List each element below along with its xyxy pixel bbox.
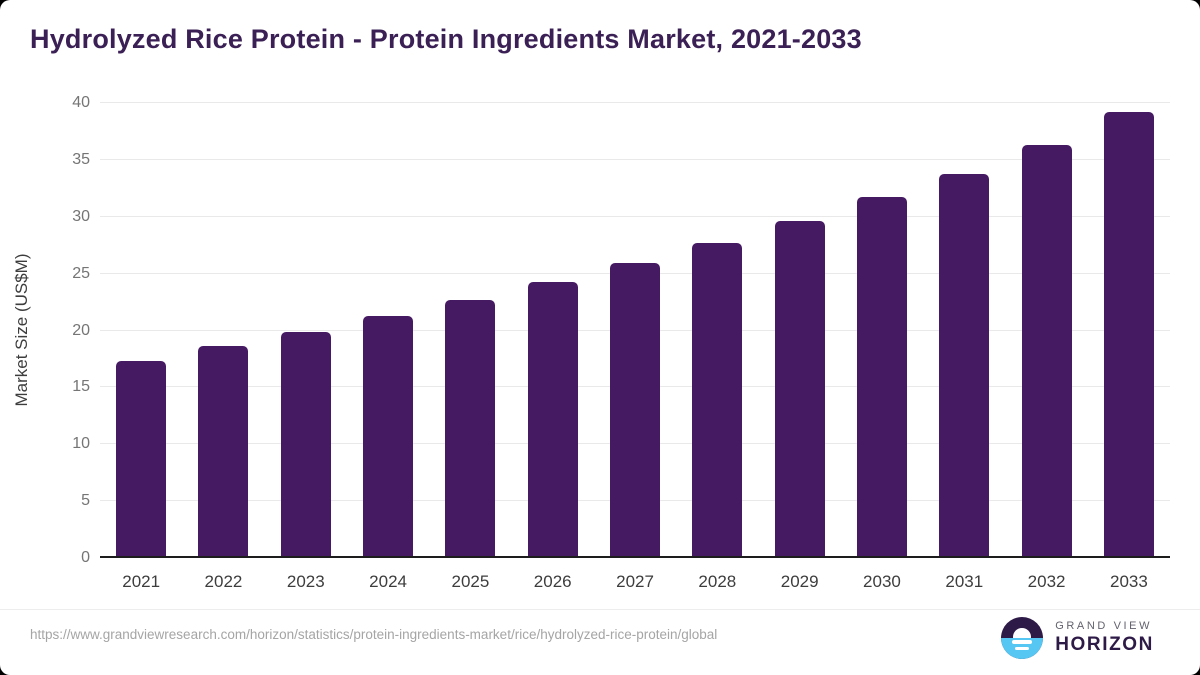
x-tick-label-2024: 2024 [369,572,407,591]
bar-slot-2027 [594,103,676,558]
x-tick-label-2022: 2022 [204,572,243,591]
y-tick-label-30: 30 [72,207,90,225]
plot-area: 0 5 10 15 20 25 30 35 40 [72,94,1170,566]
bar-slot-2023 [265,103,347,558]
x-axis-labels: 2021 2022 2023 2024 2025 2026 2027 2028 2029 2030… [100,572,1170,592]
x-tick-label-2032: 2032 [1027,572,1066,591]
x-tick-label-2031: 2031 [945,572,984,591]
reflection-bar [1012,640,1033,644]
y-tick-label-5: 5 [81,492,90,510]
y-axis-title: Market Size (US$M) [12,253,31,407]
bar-series [100,103,1170,558]
bar-2030 [856,197,907,558]
x-tick-label-2021: 2021 [122,572,161,591]
x-tick-label-2026: 2026 [533,572,572,591]
bar-slot-2033 [1088,103,1170,558]
bar-slot-2029 [759,103,841,558]
brand-name-top: GRAND VIEW [1055,620,1153,632]
y-tick-label-0: 0 [81,549,90,566]
y-tick-label-10: 10 [72,435,90,453]
bar-slot-2022 [182,103,264,558]
y-tick-label-35: 35 [72,150,90,168]
bar-2028 [692,242,743,558]
source-url: https://www.grandviewresearch.com/horizo… [30,627,718,642]
bar-2031 [939,173,990,558]
gridline-y-40 [100,102,1170,103]
bar-2033 [1103,112,1154,558]
bar-slot-2026 [512,103,594,558]
x-axis-line [100,556,1170,558]
bar-2021 [116,361,167,558]
page-title: Hydrolyzed Rice Protein - Protein Ingred… [30,24,862,54]
y-tick-label-25: 25 [72,264,90,282]
x-tick-label-2029: 2029 [780,572,819,591]
bar-slot-2028 [676,103,758,558]
footer-divider [0,609,1200,610]
bar-2026 [527,281,578,558]
bar-slot-2031 [923,103,1005,558]
brand-logo: GRAND VIEW HORIZON [1001,617,1154,659]
bar-2023 [280,331,331,558]
x-tick-label-2030: 2030 [863,572,901,591]
gridline-y-35 [100,158,1170,160]
y-tick-label-20: 20 [72,321,90,339]
y-tick-label-15: 15 [72,378,90,396]
bar-2022 [198,346,249,558]
bar-2029 [774,221,825,558]
x-tick-label-2028: 2028 [698,572,737,591]
brand-name-bottom: HORIZON [1055,634,1154,655]
grand-view-horizon-logo-icon [1001,617,1044,659]
bar-slot-2032 [1005,103,1087,558]
bar-slot-2030 [841,103,923,558]
x-tick-label-2025: 2025 [451,572,490,591]
brand-text: GRAND VIEW HORIZON [1055,620,1154,656]
x-tick-label-2033: 2033 [1109,572,1148,591]
bar-2025 [445,299,496,558]
bar-2024 [363,315,414,558]
reflection-bar [1015,646,1029,651]
gridline-y-30 [100,215,1170,217]
x-tick-label-2023: 2023 [286,572,325,591]
bar-2032 [1021,145,1072,558]
bar-slot-2024 [347,103,429,558]
bar-slot-2025 [429,103,511,558]
x-tick-label-2027: 2027 [616,572,654,591]
bar-2027 [610,263,661,558]
y-tick-label-40: 40 [72,94,90,111]
bar-slot-2021 [100,103,182,558]
